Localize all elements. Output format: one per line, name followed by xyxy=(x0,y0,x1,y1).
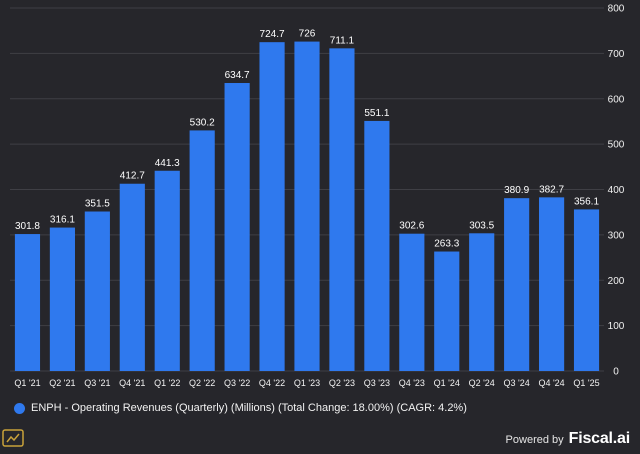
x-tick-label: Q4 '21 xyxy=(119,378,145,388)
bar[interactable] xyxy=(294,41,320,371)
bar-value-label: 724.7 xyxy=(260,29,285,40)
bar-value-label: 441.3 xyxy=(155,158,180,169)
x-tick-label: Q4 '22 xyxy=(259,378,285,388)
bar-value-label: 711.1 xyxy=(330,35,355,46)
bar[interactable] xyxy=(399,233,425,371)
y-tick-label: 200 xyxy=(608,276,625,287)
y-tick-label: 400 xyxy=(608,185,625,196)
x-tick-label: Q1 '23 xyxy=(294,378,320,388)
x-tick-label: Q1 '25 xyxy=(573,378,599,388)
bar[interactable] xyxy=(539,197,565,371)
bar[interactable] xyxy=(84,211,110,371)
x-tick-label: Q2 '23 xyxy=(329,378,355,388)
bar[interactable] xyxy=(224,83,250,371)
y-tick-label: 700 xyxy=(608,49,625,60)
bar-value-label: 412.7 xyxy=(120,171,145,182)
legend-label: ENPH - Operating Revenues (Quarterly) (M… xyxy=(31,402,467,414)
bar[interactable] xyxy=(469,233,495,371)
x-tick-label: Q2 '24 xyxy=(469,378,495,388)
bar-value-label: 551.1 xyxy=(364,108,389,119)
x-tick-label: Q3 '23 xyxy=(364,378,390,388)
y-tick-label: 600 xyxy=(608,94,625,105)
x-tick-label: Q4 '23 xyxy=(399,378,425,388)
legend[interactable]: ENPH - Operating Revenues (Quarterly) (M… xyxy=(14,402,467,414)
y-tick-label: 500 xyxy=(608,140,625,151)
bar-value-label: 316.1 xyxy=(50,215,75,226)
legend-dot xyxy=(14,402,25,414)
bar-value-label: 303.5 xyxy=(469,220,494,231)
bar[interactable] xyxy=(504,198,530,371)
bar-value-label: 263.3 xyxy=(434,239,459,250)
bar[interactable] xyxy=(154,170,180,371)
bar[interactable] xyxy=(434,251,460,371)
bar-value-label: 302.6 xyxy=(399,221,424,232)
x-tick-label: Q1 '21 xyxy=(14,378,40,388)
bar[interactable] xyxy=(364,120,390,371)
brand-logo: Fiscal.ai xyxy=(568,430,631,447)
bar-value-label: 356.1 xyxy=(574,196,599,207)
bar-value-label: 530.2 xyxy=(190,117,215,128)
bar-value-label: 380.9 xyxy=(504,185,529,196)
y-tick-label: 0 xyxy=(613,367,619,378)
powered-by[interactable]: Powered by Fiscal.ai xyxy=(505,430,631,448)
powered-by-label: Powered by xyxy=(505,434,564,446)
bar[interactable] xyxy=(329,48,355,371)
x-tick-label: Q3 '24 xyxy=(504,378,530,388)
bar[interactable] xyxy=(14,234,41,371)
bar-value-label: 634.7 xyxy=(225,70,250,81)
bar[interactable] xyxy=(573,209,600,371)
x-tick-label: Q1 '22 xyxy=(154,378,180,388)
bar-value-label: 382.7 xyxy=(539,184,564,195)
bar-value-label: 726 xyxy=(299,29,316,40)
bar[interactable] xyxy=(119,183,145,371)
bar[interactable] xyxy=(189,130,215,371)
chart-thumbnail-icon[interactable] xyxy=(2,428,24,448)
y-tick-label: 300 xyxy=(608,230,625,241)
x-tick-label: Q2 '21 xyxy=(49,378,75,388)
x-tick-label: Q2 '22 xyxy=(189,378,215,388)
bar-value-label: 301.8 xyxy=(15,221,40,232)
x-tick-label: Q3 '22 xyxy=(224,378,250,388)
x-tick-label: Q4 '24 xyxy=(538,378,564,388)
bar[interactable] xyxy=(49,227,75,371)
x-tick-label: Q1 '24 xyxy=(434,378,460,388)
y-tick-label: 100 xyxy=(608,321,625,332)
bar-value-label: 351.5 xyxy=(85,199,110,210)
x-tick-label: Q3 '21 xyxy=(84,378,110,388)
y-tick-label: 800 xyxy=(608,4,625,15)
bar[interactable] xyxy=(259,42,285,372)
